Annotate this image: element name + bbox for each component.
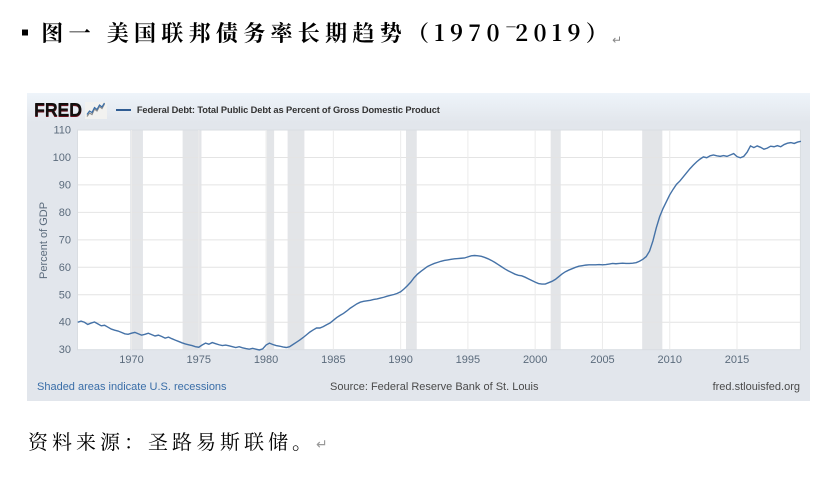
svg-text:2010: 2010 [657,354,681,366]
svg-text:1990: 1990 [388,354,412,366]
svg-text:1975: 1975 [187,354,211,366]
svg-text:80: 80 [59,207,71,219]
svg-text:2000: 2000 [523,354,547,366]
svg-text:2015: 2015 [725,354,749,366]
svg-text:2005: 2005 [590,354,614,366]
svg-text:40: 40 [59,317,71,329]
svg-text:50: 50 [59,289,71,301]
svg-text:100: 100 [53,152,71,164]
svg-text:70: 70 [59,234,71,246]
svg-text:1970: 1970 [119,354,143,366]
svg-text:110: 110 [53,125,71,137]
svg-text:60: 60 [59,262,71,274]
svg-text:90: 90 [59,179,71,191]
svg-text:1985: 1985 [321,354,345,366]
svg-text:30: 30 [59,344,71,356]
svg-text:1995: 1995 [456,354,480,366]
svg-text:1980: 1980 [254,354,278,366]
